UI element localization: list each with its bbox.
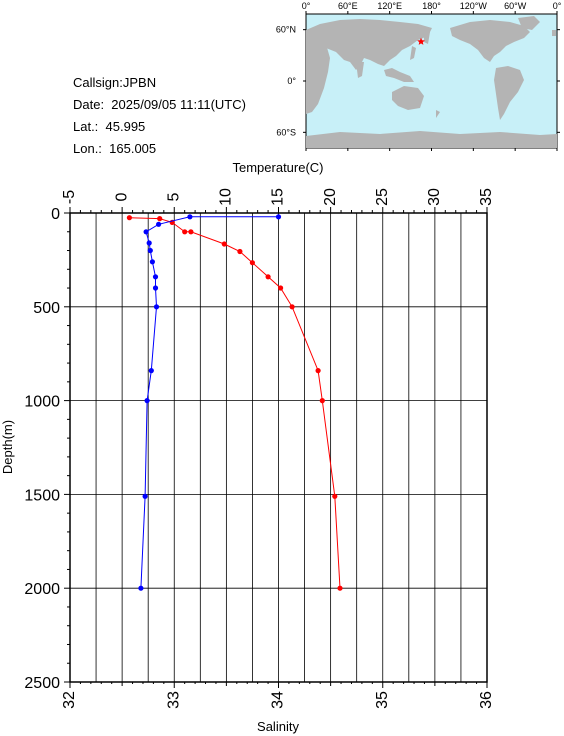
temperature-tick-label: 5 [165, 192, 182, 201]
temperature-tick-label: 0 [113, 192, 130, 201]
temperature-point [188, 229, 194, 235]
temperature-point [319, 398, 325, 404]
callsign-text: Callsign:JPBN [73, 75, 157, 90]
temperature-point [332, 493, 338, 499]
temperature-point [289, 304, 295, 310]
location-map: 0° 60°E 120°E 180° 120°W 60°W 0° 60°N 0° 60°S [276, 1, 562, 151]
temperature-tick-label: -5 [61, 190, 78, 204]
salinity-point [138, 585, 144, 591]
map-latitude-label: 60°N [276, 25, 296, 35]
temperature-tick-label: 30 [426, 188, 443, 206]
temperature-tick-label: 15 [270, 188, 287, 206]
temperature-series [126, 215, 343, 591]
salinity-point [148, 368, 154, 374]
station-info: Callsign:JPBN Date: 2025/09/05 11:11(UTC… [73, 72, 246, 160]
map-land [306, 16, 557, 148]
temperature-tick-label: 10 [218, 188, 235, 206]
map-longitude-label: 0° [553, 1, 562, 11]
temperature-point [157, 216, 163, 222]
salinity-tick-label: 34 [270, 691, 287, 709]
temperature-point [265, 274, 271, 280]
temperature-point [182, 229, 188, 235]
temperature-point [126, 215, 132, 221]
salinity-line [140, 216, 279, 589]
depth-axis-label: Depth(m) [0, 420, 15, 474]
depth-tick-label: 1000 [24, 394, 60, 411]
plot-frame [69, 212, 488, 683]
map-longitude-label: 120°W [460, 1, 488, 11]
latitude-text: Lat.: 45.995 [73, 119, 146, 134]
map-longitude-label: 60°W [504, 1, 527, 11]
temperature-tick-label: 35 [478, 188, 495, 206]
map-longitude-label: 180° [422, 1, 441, 11]
temperature-line [129, 217, 341, 589]
salinity-point [152, 274, 159, 280]
temperature-point [237, 248, 243, 255]
star-icon [417, 37, 425, 45]
salinity-point [156, 221, 162, 227]
date-text: Date: 2025/09/05 11:11(UTC) [73, 97, 246, 112]
temperature-point [249, 260, 255, 266]
map-longitude-label: 0° [302, 1, 311, 11]
map-longitude-label: 60°E [338, 1, 358, 11]
salinity-axis-label: Salinity [257, 719, 299, 734]
salinity-tick-label: 36 [478, 691, 495, 709]
series-layer [126, 214, 343, 591]
depth-tick-label: 0 [51, 206, 60, 223]
salinity-point [149, 259, 155, 265]
map-longitude-label: 120°E [377, 1, 402, 11]
salinity-point [142, 493, 148, 499]
temperature-point [315, 368, 321, 374]
salinity-point [144, 398, 150, 404]
depth-axis: 0 500 1000 1500 2000 2500 [24, 206, 70, 692]
salinity-point [275, 214, 282, 220]
depth-tick-label: 2500 [24, 675, 60, 692]
longitude-text: Lon.: 165.005 [73, 141, 157, 156]
station-marker [417, 37, 425, 45]
map-latitude-label: 60°S [276, 127, 296, 137]
temperature-point [221, 241, 227, 247]
temperature-axis-label: Temperature(C) [232, 160, 323, 175]
temperature-point [169, 219, 175, 225]
salinity-tick-label: 32 [61, 691, 78, 709]
depth-tick-label: 1500 [24, 487, 60, 504]
salinity-point [146, 240, 152, 246]
salinity-point [152, 285, 159, 291]
temperature-tick-label: 20 [322, 188, 339, 206]
salinity-tick-label: 33 [165, 691, 182, 709]
salinity-point [147, 247, 153, 254]
salinity-point [187, 214, 193, 220]
depth-tick-label: 2000 [24, 581, 60, 598]
depth-tick-label: 500 [33, 300, 60, 317]
salinity-series [138, 214, 282, 591]
temperature-point [278, 285, 284, 291]
temperature-axis: -5 0 5 10 15 20 25 30 35 [61, 188, 495, 213]
salinity-point [153, 304, 160, 310]
temperature-point [337, 585, 343, 591]
salinity-point [143, 229, 149, 235]
chart-grid [69, 212, 488, 683]
map-latitude-label: 0° [287, 76, 296, 86]
salinity-tick-label: 35 [374, 691, 391, 709]
temperature-tick-label: 25 [374, 188, 391, 206]
salinity-axis: 32 33 34 35 36 [61, 682, 495, 709]
